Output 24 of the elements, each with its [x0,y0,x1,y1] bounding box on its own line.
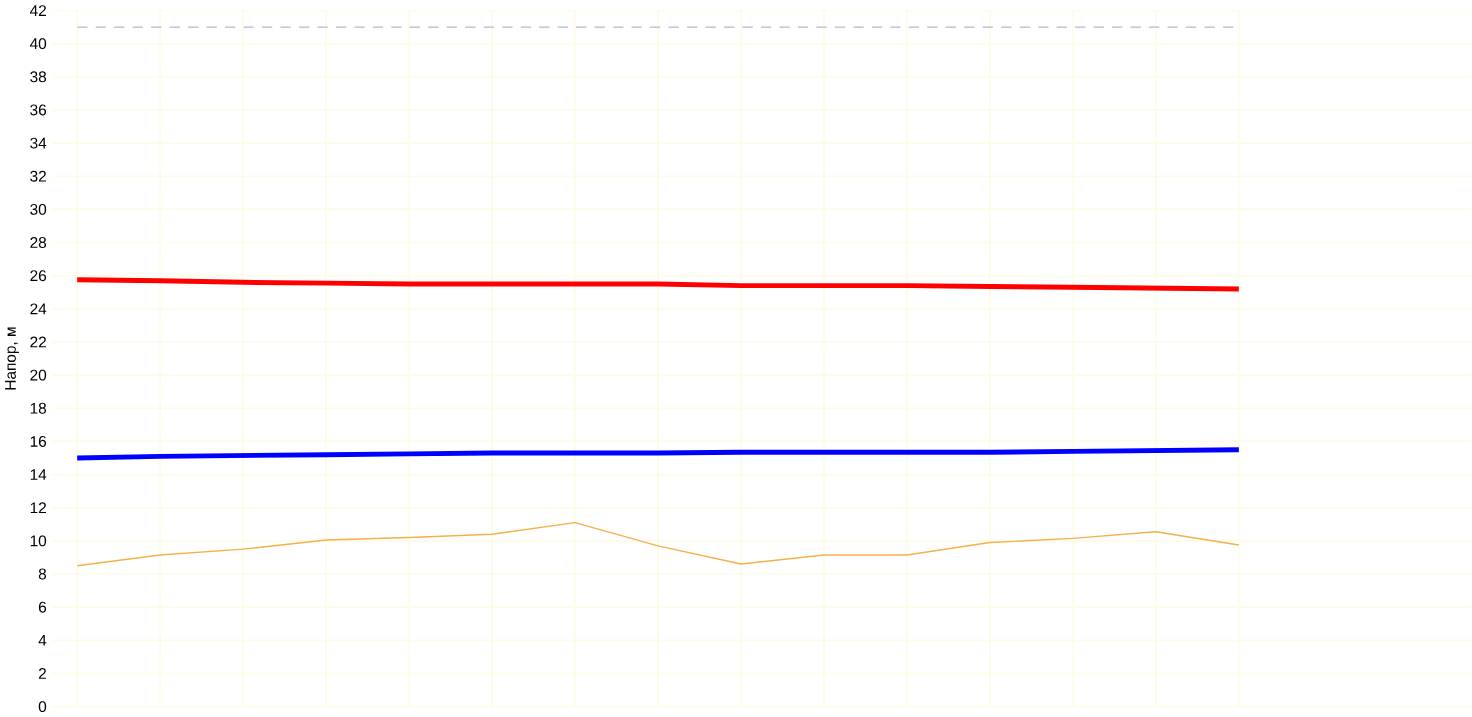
y-tick-label: 40 [29,38,47,49]
y-tick-label: 2 [38,667,46,679]
y-tick-label: 32 [30,170,46,182]
y-tick-label: 0 [38,701,47,712]
y-tick-label: 30 [30,203,47,215]
y-tick-label: 12 [30,502,46,513]
y-tick-label: 6 [38,601,47,613]
y-tick-label: 20 [30,369,47,381]
y-tick-label: 18 [30,402,47,414]
y-tick-label: 22 [30,336,46,348]
y-tick-label: 36 [30,104,47,116]
y-tick-label: 42 [29,4,46,16]
y-tick-label: 38 [30,71,47,83]
y-tick-label: 16 [30,435,47,447]
y-axis-title: Напор, м [5,327,19,390]
y-tick-label: 34 [30,137,47,149]
y-tick-label: 14 [30,469,47,480]
y-tick-label: 10 [30,535,47,547]
line-series [76,521,1240,567]
y-tick-label: 26 [30,270,47,282]
y-tick-label: 24 [30,303,47,315]
y-tick-label: 28 [30,236,47,248]
y-tick-label: 8 [38,568,47,580]
y-tick-label: 4 [38,634,47,646]
